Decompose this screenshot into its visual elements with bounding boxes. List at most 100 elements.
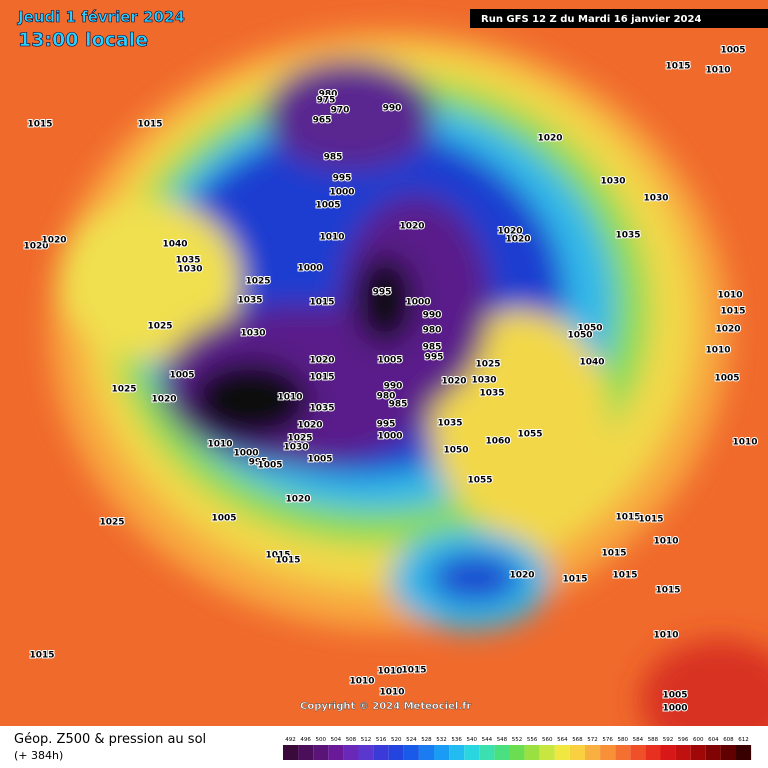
colorbar-swatch bbox=[705, 745, 721, 760]
colorbar-label: 608 bbox=[723, 737, 734, 743]
pressure-label: 1025 bbox=[287, 434, 312, 444]
pressure-label: 1010 bbox=[653, 537, 678, 547]
colorbar-label: 604 bbox=[708, 737, 719, 743]
colorbar-swatch bbox=[615, 745, 631, 760]
pressure-label: 1020 bbox=[715, 325, 740, 335]
pressure-label: 1035 bbox=[309, 404, 334, 414]
pressure-label: 1010 bbox=[717, 291, 742, 301]
pressure-label: 1015 bbox=[665, 62, 690, 72]
colorbar-label: 516 bbox=[376, 737, 387, 743]
pressure-label: 1005 bbox=[662, 691, 687, 701]
pressure-label: 1005 bbox=[714, 374, 739, 384]
pressure-label: 1015 bbox=[612, 571, 637, 581]
pressure-label: 1005 bbox=[211, 514, 236, 524]
colorbar-swatch bbox=[418, 745, 434, 760]
pressure-label: 1020 bbox=[23, 242, 48, 252]
pressure-label: 980 bbox=[423, 326, 442, 336]
pressure-label: 1020 bbox=[509, 571, 534, 581]
run: Run GFS 12 Z du Mardi 16 janvier 2024 bbox=[481, 14, 701, 25]
colorbar-swatch bbox=[554, 745, 570, 760]
pressure-label: 975 bbox=[317, 96, 336, 106]
colorbar-swatch bbox=[464, 745, 480, 760]
pressure-label: 1015 bbox=[638, 515, 663, 525]
colorbar-swatch bbox=[388, 745, 404, 760]
pressure-label: 1010 bbox=[207, 440, 232, 450]
colorbar-label: 588 bbox=[648, 737, 659, 743]
time: 13:00 locale bbox=[18, 29, 148, 51]
pressure-label: 1025 bbox=[99, 518, 124, 528]
colorbar-label: 520 bbox=[391, 737, 402, 743]
pressure-label: 1020 bbox=[297, 421, 322, 431]
pressure-label: 1010 bbox=[349, 677, 374, 687]
pressure-label: 1015 bbox=[562, 575, 587, 585]
pressure-label: 980 bbox=[377, 392, 396, 402]
pressure-label: 1030 bbox=[177, 265, 202, 275]
pressure-label: 965 bbox=[313, 116, 332, 126]
colorbar-swatch bbox=[328, 745, 344, 760]
pressure-label: 1010 bbox=[653, 631, 678, 641]
pressure-label: 995 bbox=[425, 353, 444, 363]
colorbar-label: 492 bbox=[285, 737, 296, 743]
pressure-label: 1055 bbox=[467, 476, 492, 486]
pressure-label: 1010 bbox=[377, 667, 402, 677]
pressure-label: 1015 bbox=[615, 513, 640, 523]
colorbar-swatch bbox=[283, 745, 299, 760]
pressure-label: 995 bbox=[377, 420, 396, 430]
pressure-label: 1005 bbox=[169, 371, 194, 381]
pressure-label: 1035 bbox=[175, 256, 200, 266]
colorbar-swatch bbox=[434, 745, 450, 760]
footer-title: Géop. Z500 & pression au sol bbox=[14, 732, 206, 747]
colorbar-label: 524 bbox=[406, 737, 417, 743]
colorbar-swatch bbox=[494, 745, 510, 760]
pressure-label: 1040 bbox=[162, 240, 187, 250]
colorbar-swatch bbox=[585, 745, 601, 760]
colorbar-swatch bbox=[539, 745, 555, 760]
pressure-label: 970 bbox=[331, 106, 350, 116]
date: Jeudi 1 février 2024 bbox=[17, 8, 185, 26]
pressure-label: 1020 bbox=[41, 236, 66, 246]
colorbar-label: 556 bbox=[527, 737, 538, 743]
pressure-label: 1015 bbox=[29, 651, 54, 661]
pressure-label: 1015 bbox=[265, 551, 290, 561]
colorbar-label: 544 bbox=[482, 737, 493, 743]
pressure-label: 1050 bbox=[577, 324, 602, 334]
pressure-label: 985 bbox=[423, 343, 442, 353]
colorbar-swatch bbox=[645, 745, 661, 760]
pressure-label: 1050 bbox=[443, 446, 468, 456]
pressure-label: 1020 bbox=[497, 227, 522, 237]
colorbar-label: 496 bbox=[300, 737, 311, 743]
colorbar-swatch bbox=[690, 745, 706, 760]
colorbar-swatch bbox=[509, 745, 525, 760]
colorbar-label: 584 bbox=[633, 737, 644, 743]
pressure-label: 1025 bbox=[111, 385, 136, 395]
pressure-label: 1010 bbox=[319, 233, 344, 243]
pressure-label: 1000 bbox=[233, 449, 258, 459]
pressure-label: 1020 bbox=[309, 356, 334, 366]
colorbar-label: 596 bbox=[678, 737, 689, 743]
colorbar-swatch bbox=[358, 745, 374, 760]
colorbar-label: 552 bbox=[512, 737, 523, 743]
pressure-label: 995 bbox=[373, 288, 392, 298]
pressure-label: 1015 bbox=[401, 666, 426, 676]
pressure-label: 980 bbox=[319, 90, 338, 100]
pressure-label: 1035 bbox=[479, 389, 504, 399]
colorbar-swatch bbox=[630, 745, 646, 760]
pressure-label: 995 bbox=[249, 458, 268, 468]
pressure-label: 1020 bbox=[285, 495, 310, 505]
pressure-label: 1025 bbox=[475, 360, 500, 370]
colorbar-label: 512 bbox=[361, 737, 372, 743]
colorbar-label: 560 bbox=[542, 737, 553, 743]
pressure-label: 1000 bbox=[297, 264, 322, 274]
colorbar-label: 572 bbox=[587, 737, 598, 743]
colorbar-label: 612 bbox=[738, 737, 749, 743]
pressure-label: 1030 bbox=[471, 376, 496, 386]
pressure-label: 1020 bbox=[441, 377, 466, 387]
pressure-label: 1015 bbox=[275, 556, 300, 566]
colorbar-swatch bbox=[449, 745, 465, 760]
colorbar-swatch bbox=[736, 745, 752, 760]
colorbar-swatch bbox=[524, 745, 540, 760]
pressure-label: 990 bbox=[423, 311, 442, 321]
colorbar-swatch bbox=[298, 745, 314, 760]
colorbar-swatch bbox=[569, 745, 585, 760]
